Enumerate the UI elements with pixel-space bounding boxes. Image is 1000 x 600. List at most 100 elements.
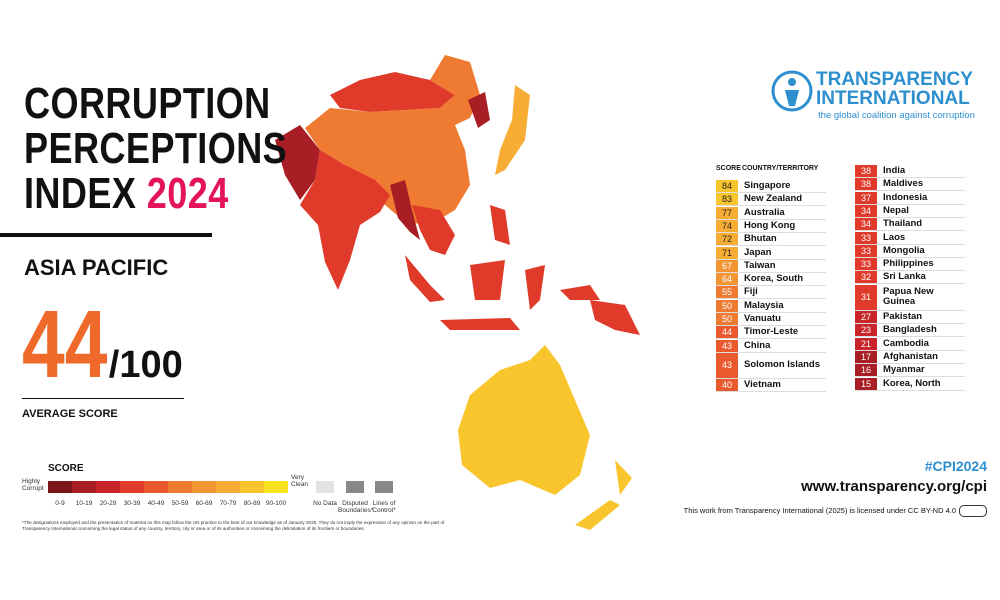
average-score: 44 — [22, 291, 108, 398]
score-cell: 37 — [855, 191, 877, 204]
table-row: 27 Pakistan — [855, 311, 965, 324]
legend-swatch — [144, 481, 168, 493]
score-cell: 64 — [716, 273, 738, 286]
legend-bin-label: 90-100 — [265, 500, 287, 507]
table-row: 74 Hong Kong — [716, 219, 826, 233]
loc-swatch — [375, 481, 393, 493]
country-name: Fiji — [744, 286, 758, 298]
score-cell: 43 — [716, 352, 738, 378]
japan — [495, 85, 530, 175]
score-cell: 72 — [716, 233, 738, 246]
title-line: INDEX — [24, 169, 137, 218]
legend-bin-label: 80-89 — [243, 500, 261, 507]
table-row: 84 Singapore — [716, 180, 826, 193]
score-cell: 33 — [855, 231, 877, 244]
legend-swatch — [168, 481, 192, 493]
table-row: 34 Nepal — [855, 204, 965, 218]
legend-bin-label: 0-9 — [55, 500, 65, 507]
legend-loc: Lines of Control* — [372, 500, 396, 514]
legend-swatch — [264, 481, 288, 493]
country-name: Maldives — [883, 178, 924, 190]
legend-no-data: No Data — [313, 500, 337, 507]
divider — [22, 398, 184, 399]
table-row: 33 Mongolia — [855, 244, 965, 258]
indonesia — [405, 255, 600, 330]
legend-swatch — [240, 481, 264, 493]
legend-swatch — [216, 481, 240, 493]
country-name: India — [883, 165, 906, 176]
score-cell: 50 — [716, 313, 738, 325]
cc-badge — [959, 505, 987, 517]
table-row: 15 Korea, North — [855, 377, 965, 391]
legend-low: Highly Corrupt — [22, 478, 44, 492]
logo-icon — [771, 70, 813, 112]
score-cell: 67 — [716, 259, 738, 272]
logo-text: TRANSPARENCY INTERNATIONAL — [816, 70, 973, 108]
table-row: 38 India — [855, 165, 965, 178]
score-cell: 23 — [855, 324, 877, 337]
legend-swatch — [72, 481, 96, 493]
country-name: Myanmar — [883, 364, 925, 376]
score-cell: 32 — [855, 271, 877, 284]
korea — [468, 92, 490, 128]
score-cell: 50 — [716, 299, 738, 312]
country-name: Taiwan — [744, 259, 776, 271]
legend-title: SCORE — [48, 463, 84, 474]
divider — [0, 233, 212, 237]
disputed-swatch — [346, 481, 364, 493]
legend-swatch — [192, 481, 216, 493]
country-name: Sri Lanka — [883, 271, 926, 283]
china — [305, 55, 480, 225]
table-row: 64 Korea, South — [716, 273, 826, 287]
table-row: 33 Laos — [855, 231, 965, 245]
country-name: Nepal — [883, 204, 909, 216]
se-asia — [412, 205, 455, 255]
score-cell: 38 — [855, 178, 877, 191]
logo-line: INTERNATIONAL — [816, 88, 970, 109]
country-name: Malaysia — [744, 299, 784, 311]
country-name: Bhutan — [744, 233, 777, 245]
philippines — [490, 205, 510, 245]
legend-bin-label: 10-19 — [75, 500, 93, 507]
country-name: Australia — [744, 206, 785, 218]
score-cell: 74 — [716, 219, 738, 232]
country-name: Thailand — [883, 218, 923, 230]
country-name: Singapore — [744, 180, 791, 191]
country-name: Pakistan — [883, 311, 923, 322]
country-name: Papua New Guinea — [883, 286, 934, 308]
title-year: 2024 — [146, 169, 229, 218]
score-cell: 55 — [716, 286, 738, 299]
average-block: 44/100 — [22, 290, 183, 400]
legend-bin-label: 60-69 — [195, 500, 213, 507]
table-header: SCORE — [716, 165, 741, 172]
png — [590, 300, 640, 335]
legend-swatch — [96, 481, 120, 493]
table-row: 33 Philippines — [855, 258, 965, 272]
score-cell: 44 — [716, 326, 738, 339]
country-name: Solomon Islands — [744, 359, 821, 371]
table-row: 16 Myanmar — [855, 364, 965, 378]
country-name: Cambodia — [883, 337, 929, 349]
table-row: 71 Japan — [716, 246, 826, 260]
table-row: 34 Thailand — [855, 218, 965, 232]
table-row: 37 Indonesia — [855, 191, 965, 205]
country-name: Korea, North — [883, 377, 941, 389]
score-cell: 40 — [716, 379, 738, 392]
country-name: New Zealand — [744, 193, 803, 205]
country-name: Vanuatu — [744, 313, 781, 324]
score-cell: 21 — [855, 337, 877, 350]
table-row: 31 Papua New Guinea — [855, 284, 965, 311]
india — [300, 150, 390, 290]
table-row: 67 Taiwan — [716, 259, 826, 273]
score-cell: 27 — [855, 311, 877, 323]
table-row: 23 Bangladesh — [855, 324, 965, 338]
score-cell: 31 — [855, 284, 877, 310]
table-row: 50 Malaysia — [716, 299, 826, 313]
table-row: 38 Maldives — [855, 178, 965, 192]
legend-bin-label: 20-29 — [99, 500, 117, 507]
myanmar — [390, 180, 420, 240]
legend-bin-label: 30-39 — [123, 500, 141, 507]
afghanistan-pakistan — [275, 125, 320, 200]
score-cell: 43 — [716, 339, 738, 352]
